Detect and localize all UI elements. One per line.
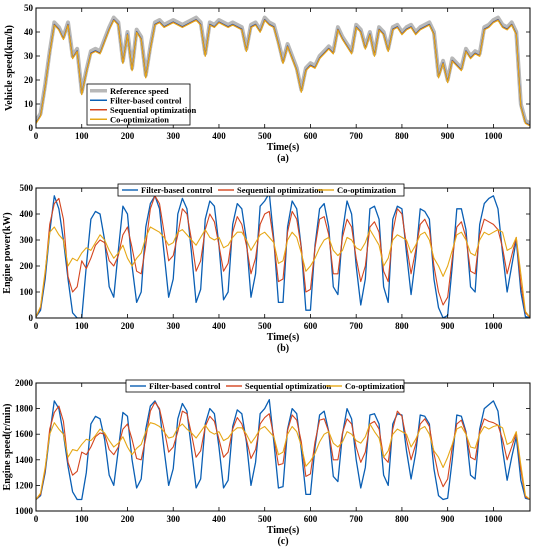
x-axis-label: Time(s) bbox=[267, 142, 300, 153]
legend-label-reference-speed: Reference speed bbox=[110, 86, 169, 96]
y-tick-label: 0 bbox=[29, 313, 34, 323]
panel-caption: (b) bbox=[277, 343, 289, 354]
x-tick-label: 900 bbox=[441, 321, 455, 331]
x-tick-label: 0 bbox=[34, 321, 39, 331]
legend-box bbox=[125, 379, 405, 393]
legend-label-sequential-optimization: Sequential optimization bbox=[245, 381, 331, 391]
y-tick-label: 1800 bbox=[15, 404, 34, 414]
series-group bbox=[36, 15, 530, 127]
x-tick-label: 800 bbox=[395, 131, 409, 141]
y-tick-label: 20 bbox=[24, 75, 34, 85]
plot-frame bbox=[35, 382, 531, 512]
x-tick-label: 500 bbox=[258, 131, 272, 141]
panel-caption: (a) bbox=[277, 153, 289, 164]
plot-frame bbox=[35, 7, 531, 129]
legend-label-co-optimization: Co-optimization bbox=[337, 185, 396, 195]
x-tick-label: 300 bbox=[166, 321, 180, 331]
y-axis-label: Vehicle speed(km/h) bbox=[4, 25, 15, 111]
y-tick-label: 30 bbox=[24, 51, 34, 61]
x-axis-label: Time(s) bbox=[267, 525, 300, 536]
x-tick-label: 700 bbox=[349, 514, 363, 524]
chart-panel-vehicle-speed: 0 100 200 300 400 500 600 700 800 900 1000 0 10 20 30 4… bbox=[4, 3, 531, 164]
x-tick-label: 1000 bbox=[484, 321, 503, 331]
x-tick-label: 500 bbox=[258, 514, 272, 524]
legend-label-co-optimization: Co-optimization bbox=[110, 114, 169, 124]
y-tick-label: 2000 bbox=[15, 378, 34, 388]
x-tick-label: 600 bbox=[304, 514, 318, 524]
y-tick-label: 0 bbox=[29, 123, 34, 133]
legend-label-co-optimization: Co-optimization bbox=[345, 381, 404, 391]
y-tick-label: 200 bbox=[20, 261, 34, 271]
y-tick-label: 300 bbox=[20, 235, 34, 245]
series-group bbox=[36, 192, 530, 318]
x-axis-label: Time(s) bbox=[267, 332, 300, 343]
legend-label-filter-based-control: Filter-based control bbox=[141, 185, 213, 195]
series-line-co-optimization bbox=[36, 422, 530, 501]
y-tick-label: 1200 bbox=[15, 480, 34, 490]
x-tick-label: 0 bbox=[34, 131, 39, 141]
y-tick-label: 40 bbox=[24, 27, 34, 37]
series-line-sequential-optimization bbox=[36, 401, 530, 501]
panel-caption: (c) bbox=[277, 536, 288, 547]
y-axis-label: Engine power(kW) bbox=[2, 212, 13, 293]
y-tick-label: 1000 bbox=[15, 506, 34, 516]
x-tick-label: 300 bbox=[166, 131, 180, 141]
x-tick-label: 500 bbox=[258, 321, 272, 331]
chart-panel-engine-speed: 0 100 200 300 400 500 600 700 800 900 1000 1000 1200… bbox=[2, 378, 531, 547]
x-tick-label: 600 bbox=[304, 131, 318, 141]
series-line-co-optimization bbox=[36, 226, 530, 318]
series-line-co-optimization bbox=[36, 19, 530, 127]
x-tick-label: 1000 bbox=[484, 131, 503, 141]
series-line-sequential-optimization bbox=[36, 195, 530, 318]
x-tick-label: 600 bbox=[304, 321, 318, 331]
y-axis-label: Engine speed(r/min) bbox=[2, 404, 13, 491]
x-tick-label: 800 bbox=[395, 321, 409, 331]
x-tick-label: 200 bbox=[121, 321, 135, 331]
x-tick-label: 400 bbox=[212, 514, 226, 524]
x-tick-label: 900 bbox=[441, 131, 455, 141]
x-tick-label: 900 bbox=[441, 514, 455, 524]
y-tick-label: 100 bbox=[20, 287, 34, 297]
series-group bbox=[36, 398, 530, 501]
legend-label-sequential-optimization: Sequential optimization bbox=[237, 185, 323, 195]
x-tick-label: 700 bbox=[349, 131, 363, 141]
y-tick-label: 400 bbox=[20, 209, 34, 219]
legend-label-filter-based-control: Filter-based control bbox=[110, 95, 182, 105]
y-tick-label: 1600 bbox=[15, 429, 34, 439]
legend-box bbox=[117, 183, 405, 197]
x-tick-label: 700 bbox=[349, 321, 363, 331]
x-tick-label: 100 bbox=[75, 514, 89, 524]
legend-label-sequential-optimization: Sequential optimization bbox=[110, 105, 196, 115]
x-tick-label: 100 bbox=[75, 321, 89, 331]
legend: Filter-based control Sequential optimizat… bbox=[117, 183, 405, 197]
x-tick-label: 100 bbox=[75, 131, 89, 141]
series-line-filter-based-control bbox=[36, 398, 530, 501]
y-tick-label: 500 bbox=[20, 183, 34, 193]
x-tick-label: 200 bbox=[121, 131, 135, 141]
x-tick-label: 400 bbox=[212, 321, 226, 331]
x-tick-label: 800 bbox=[395, 514, 409, 524]
x-tick-label: 1000 bbox=[484, 514, 503, 524]
y-tick-label: 50 bbox=[24, 3, 34, 13]
y-tick-label: 10 bbox=[24, 99, 34, 109]
x-tick-label: 0 bbox=[34, 514, 39, 524]
chart-panel-engine-power: 0 100 200 300 400 500 600 700 800 900 1000 0 100 200 3… bbox=[2, 183, 531, 354]
legend-label-filter-based-control: Filter-based control bbox=[149, 381, 221, 391]
x-tick-label: 400 bbox=[212, 131, 226, 141]
x-tick-label: 200 bbox=[121, 514, 135, 524]
legend: Filter-based control Sequential optimizat… bbox=[125, 379, 405, 393]
x-tick-label: 300 bbox=[166, 514, 180, 524]
y-tick-label: 1400 bbox=[15, 455, 34, 465]
series-line-filter-based-control bbox=[36, 192, 530, 318]
